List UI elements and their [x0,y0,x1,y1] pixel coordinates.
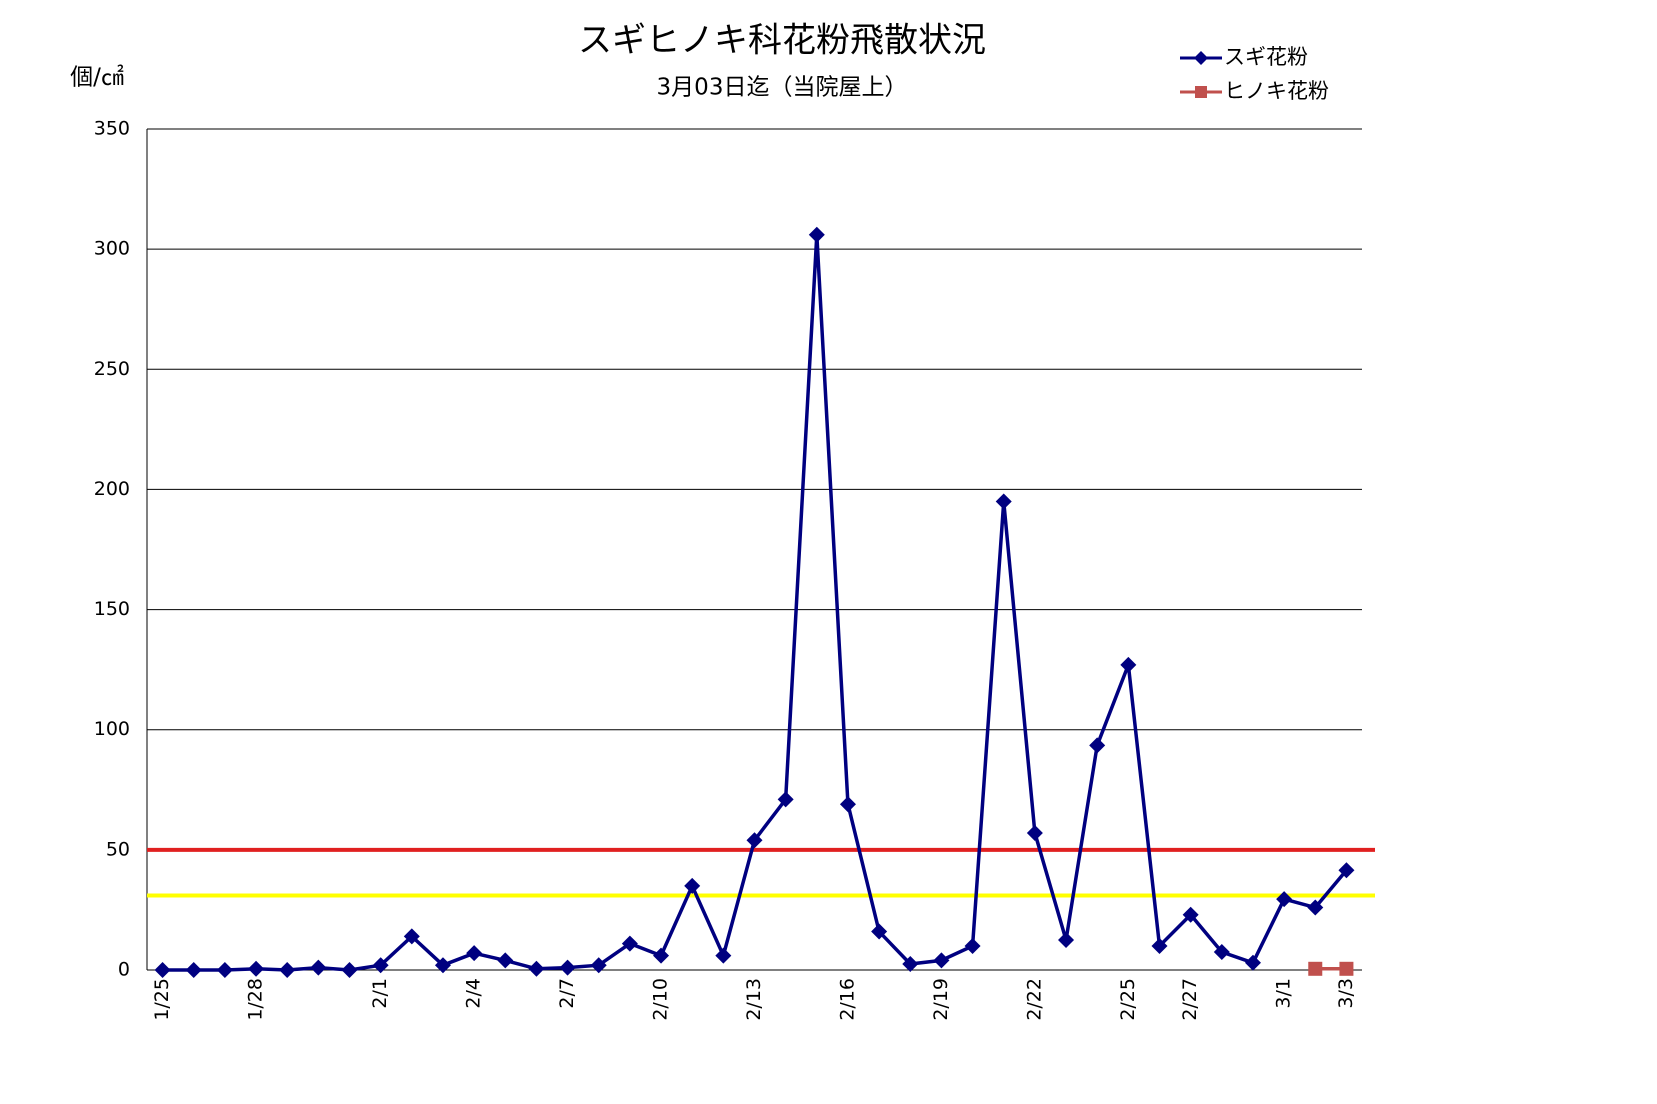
point [403,928,420,945]
legend-marker [1194,51,1208,65]
point [185,962,202,978]
point [1307,899,1324,916]
y-tick-label: 350 [94,118,130,140]
legend-label: ヒノキ花粉 [1224,79,1329,103]
point [1151,937,1168,954]
point [1244,954,1261,971]
x-tick-label: 2/10 [650,978,672,1021]
point [902,955,919,972]
point [1026,825,1043,842]
point [497,952,514,969]
point [746,832,763,849]
point [1182,906,1199,923]
point [653,947,670,964]
point [154,962,171,978]
point [248,960,265,977]
point [1213,943,1230,960]
point [1089,737,1106,754]
point [216,962,233,978]
legend-label: スギ花粉 [1224,45,1308,69]
x-tick-label: 2/7 [556,978,578,1009]
chart-title: スギヒノキ科花粉飛散状況 [578,21,986,61]
point [279,962,296,978]
point [1339,961,1354,976]
legend-marker [1195,86,1207,98]
x-tick-label: 2/13 [743,978,765,1021]
point [434,957,451,974]
y-tick-label: 300 [94,238,130,260]
chart-subtitle: 3月03日迄（当院屋上） [657,75,908,101]
x-tick-label: 3/1 [1273,978,1295,1009]
point [341,962,358,978]
y-tick-label: 250 [94,358,130,380]
point [1338,862,1355,879]
point [777,791,794,808]
x-tick-label: 2/25 [1117,978,1139,1021]
y-tick-label: 0 [118,959,130,981]
point [933,952,950,969]
x-tick-label: 2/27 [1179,978,1201,1021]
x-tick-label: 1/25 [151,978,173,1021]
point [621,935,638,952]
point [559,959,576,976]
point [1058,931,1075,948]
point [839,796,856,813]
point [310,959,327,976]
point [995,493,1012,510]
point [466,945,483,962]
x-tick-label: 2/16 [836,978,858,1021]
point [1276,891,1293,908]
point [871,923,888,940]
x-tick-label: 3/3 [1335,978,1357,1009]
point [528,960,545,977]
point [372,957,389,974]
point [808,226,825,243]
x-tick-label: 2/22 [1023,978,1045,1021]
x-tick-label: 2/4 [463,978,485,1009]
x-tick-label: 1/28 [245,978,267,1021]
y-tick-label: 100 [94,718,130,740]
y-tick-label: 50 [106,838,130,860]
y-tick-label: 150 [94,598,130,620]
x-tick-label: 2/19 [930,978,952,1021]
point [715,947,732,964]
point [590,957,607,974]
point [1308,961,1323,976]
x-tick-label: 2/1 [369,978,391,1009]
series-line [162,234,1348,972]
point [1120,656,1137,673]
point [684,877,701,894]
y-axis-label: 個/㎠ [70,65,124,91]
y-tick-label: 200 [94,478,130,500]
point [964,937,981,954]
